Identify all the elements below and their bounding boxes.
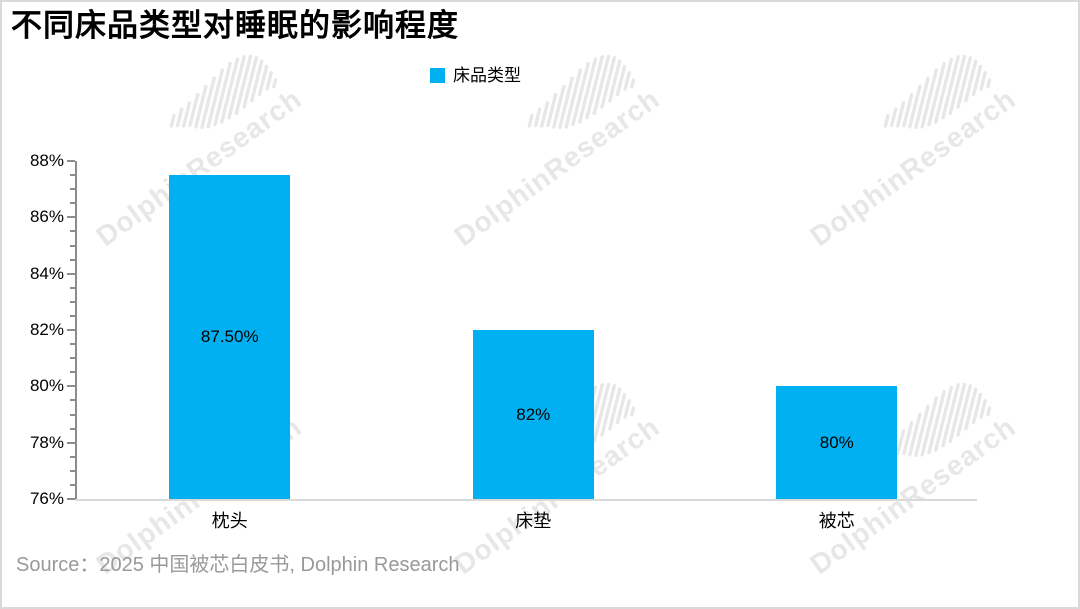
y-minor-tick (70, 455, 75, 458)
y-major-tick (67, 160, 75, 162)
y-tick-label: 86% (29, 207, 64, 227)
legend-label: 床品类型 (453, 66, 521, 85)
y-minor-tick (70, 202, 75, 205)
x-category-label: 床垫 (515, 511, 552, 531)
y-minor-tick (70, 258, 75, 261)
legend-swatch (430, 68, 445, 83)
x-category-label: 枕头 (211, 511, 248, 531)
bar-被芯 (776, 386, 898, 499)
y-tick-label: 76% (29, 489, 64, 508)
y-minor-tick (70, 469, 75, 472)
y-major-tick (67, 272, 75, 275)
y-major-tick (67, 329, 75, 331)
y-minor-tick (70, 483, 75, 486)
y-major-tick (67, 441, 75, 444)
y-major-tick (67, 498, 75, 500)
bar-value-label: 87.50% (200, 327, 259, 347)
y-major-tick (67, 385, 75, 388)
chart-title: 不同床品类型对睡眠的影响程度 (11, 8, 459, 43)
y-minor-tick (70, 244, 75, 247)
y-minor-tick (70, 286, 75, 289)
y-minor-tick (70, 413, 75, 416)
x-category-label: 被芯 (818, 511, 855, 531)
bar-value-label: 82% (516, 404, 551, 424)
y-minor-tick (70, 343, 75, 346)
y-minor-tick (70, 314, 75, 317)
y-minor-tick (70, 399, 75, 402)
y-axis (75, 161, 77, 499)
x-axis (75, 499, 977, 501)
y-minor-tick (70, 371, 75, 374)
y-minor-tick (70, 300, 75, 303)
source-note: Source：2025 中国被芯白皮书, Dolphin Research (16, 554, 460, 576)
y-tick-label: 84% (29, 263, 64, 283)
y-minor-tick (70, 188, 75, 191)
y-minor-tick (70, 230, 75, 233)
y-minor-tick (70, 174, 75, 177)
y-tick-label: 82% (29, 320, 64, 339)
y-minor-tick (70, 427, 75, 430)
y-minor-tick (70, 357, 75, 360)
y-major-tick (67, 216, 75, 219)
legend: 床品类型 (430, 66, 521, 85)
y-tick-label: 88% (29, 151, 64, 170)
bar-value-label: 80% (819, 432, 854, 452)
y-tick-label: 78% (29, 432, 64, 452)
y-tick-label: 80% (29, 376, 64, 396)
